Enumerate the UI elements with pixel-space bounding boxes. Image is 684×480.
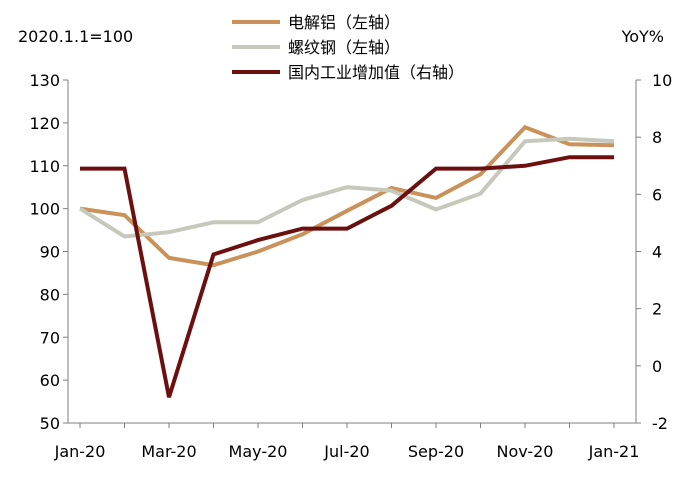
- left-tick-label: 130: [29, 71, 60, 90]
- right-tick-label: 8: [652, 128, 662, 147]
- left-tick-label: 90: [40, 243, 60, 262]
- left-tick-label: 50: [40, 414, 60, 433]
- left-tick-label: 120: [29, 114, 60, 133]
- legend: 电解铝（左轴） 螺纹钢（左轴） 国内工业增加值（右轴）: [232, 13, 464, 82]
- x-tick-label: Jul-20: [323, 442, 369, 461]
- x-tick-label: Jan-21: [588, 442, 640, 461]
- legend-label-aluminum: 电解铝（左轴）: [288, 13, 400, 32]
- legend-label-industrial: 国内工业增加值（右轴）: [288, 63, 464, 82]
- left-tick-label: 110: [29, 157, 60, 176]
- right-tick-label: -2: [652, 414, 668, 433]
- right-tick-label: 10: [652, 71, 672, 90]
- left-tick-label: 70: [40, 328, 60, 347]
- series-layer: [78, 124, 615, 398]
- legend-label-rebar: 螺纹钢（左轴）: [288, 38, 400, 57]
- series-line-aluminum: [79, 124, 615, 268]
- right-tick-label: 0: [652, 357, 662, 376]
- series-line-rebar: [78, 136, 615, 239]
- right-axis-note: YoY%: [621, 27, 664, 46]
- x-tick-label: Sep-20: [408, 442, 464, 461]
- right-tick-label: 4: [652, 243, 662, 262]
- left-tick-label: 100: [29, 200, 60, 219]
- left-tick-label: 60: [40, 371, 60, 390]
- right-tick-label: 6: [652, 185, 662, 204]
- x-tick-label: May-20: [229, 442, 288, 461]
- x-tick-label: Nov-20: [497, 442, 554, 461]
- left-tick-label: 80: [40, 285, 60, 304]
- axes: 50 60 70 80 90 100 110 120 130 -2 0 2 4 6 8 10 Jan-20 Mar…: [29, 71, 672, 461]
- series-line-industrial: [80, 155, 614, 398]
- left-axis-note: 2020.1.1=100: [18, 27, 133, 46]
- x-tick-label: Jan-20: [54, 442, 106, 461]
- right-tick-label: 2: [652, 300, 662, 319]
- x-tick-label: Mar-20: [141, 442, 196, 461]
